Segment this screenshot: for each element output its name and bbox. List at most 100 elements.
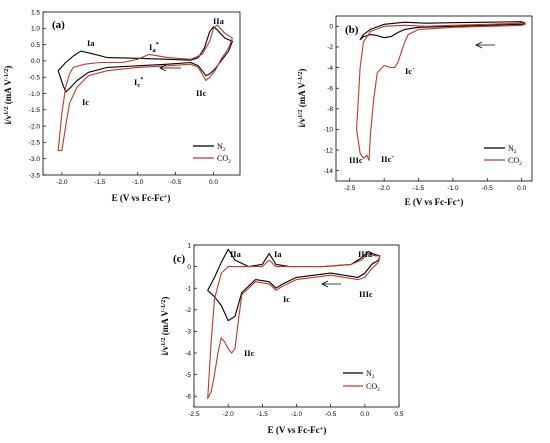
series-group xyxy=(57,24,233,152)
y-tick-label: 0.0 xyxy=(31,58,40,65)
x-tick-label: -2.5 xyxy=(344,185,356,192)
legend-label-n2: N2 xyxy=(508,144,517,155)
x-tick-label: 0.0 xyxy=(517,185,526,192)
y-axis-ticks: -6 -5 -4 -3 -2 -1 0 1 xyxy=(185,242,197,401)
chart-panel-a: -2.0 -1.5 -1.0 -0.5 0.0 -3.5 -3.0 -2.5 -2.0 -1.5… xyxy=(3,9,241,203)
scan-direction-arrow xyxy=(321,280,341,288)
y-tick-label: 0.5 xyxy=(31,42,40,49)
y-tick-label: -1.5 xyxy=(29,107,41,114)
y-tick-label: -10 xyxy=(324,127,334,134)
panel-label: (a) xyxy=(52,19,65,31)
series-line-n2 xyxy=(207,248,381,322)
y-tick-label: -14 xyxy=(324,168,334,175)
y-tick-label: 0 xyxy=(187,264,191,271)
annotation-iic-prime: IIc´ xyxy=(381,154,394,164)
y-tick-label: -2.5 xyxy=(29,140,41,147)
x-tick-label: -0.5 xyxy=(325,411,337,418)
series-line-co2 xyxy=(356,22,526,161)
annotation-iic: IIc xyxy=(244,348,255,358)
y-axis-ticks: -14 -12 -10 -8 -6 -4 -2 0 xyxy=(324,24,339,175)
annotation-ic: Ic xyxy=(283,294,290,304)
x-tick-label: -1.0 xyxy=(291,411,303,418)
y-tick-label: 1.5 xyxy=(31,9,40,16)
y-tick-label: -6 xyxy=(327,85,333,92)
y-tick-label: -2 xyxy=(185,307,191,314)
annotation-ic-prime: Ic´ xyxy=(405,66,415,76)
panel-label: (c) xyxy=(173,253,186,265)
y-tick-label: -3.0 xyxy=(29,156,41,163)
y-tick-label: -12 xyxy=(324,147,334,154)
panel-label: (b) xyxy=(345,24,359,36)
x-axis-label: E (V vs Fc-Fc+) xyxy=(405,197,464,208)
chart-panel-c: -2.5 -2.0 -1.5 -1.0 -0.5 0.0 0.5 -6 -5 -4 -3 -2 -1 0… xyxy=(160,242,404,435)
y-tick-label: -2 xyxy=(327,44,333,51)
plot-frame xyxy=(42,11,241,176)
x-axis-ticks: -2.5 -2.0 -1.5 -1.0 -0.5 0.0 0.5 xyxy=(188,404,404,418)
x-axis-ticks: -2.5 -2.0 -1.5 -1.0 -0.5 0.0 xyxy=(344,178,527,192)
annotation-iia: IIa xyxy=(230,249,242,259)
x-tick-label: -0.5 xyxy=(482,185,494,192)
annotation-iiic: IIIc xyxy=(349,155,363,165)
y-tick-label: -1.0 xyxy=(29,91,41,98)
y-tick-label: -6 xyxy=(185,394,191,401)
annotation-ia: Ia xyxy=(87,38,95,48)
y-axis-label: i/v1/2 (mA V-1/2) xyxy=(297,69,308,128)
annotation-iiic: IIIc xyxy=(359,289,373,299)
series-line-n2 xyxy=(359,21,526,41)
y-tick-label: -0.5 xyxy=(29,75,41,82)
x-tick-label: 0.5 xyxy=(394,411,403,418)
x-tick-label: -1.0 xyxy=(132,179,144,186)
legend: N2 CO2 xyxy=(343,369,380,393)
x-tick-label: -1.5 xyxy=(413,185,425,192)
annotation-ic: Ic xyxy=(82,97,89,107)
y-tick-label: -4 xyxy=(327,65,333,72)
x-tick-label: -2.0 xyxy=(223,411,235,418)
legend: N2 CO2 xyxy=(193,142,231,165)
series-line-n2 xyxy=(57,26,233,93)
annotation-iic: IIc xyxy=(196,88,207,98)
x-tick-label: -2.0 xyxy=(56,179,68,186)
scan-direction-arrow xyxy=(159,64,181,72)
series-line-co2 xyxy=(57,24,233,152)
x-tick-label: 0.0 xyxy=(360,411,369,418)
y-tick-label: -5 xyxy=(185,372,191,379)
x-tick-label: 0.0 xyxy=(209,179,218,186)
x-axis-label: E (V vs Fc-Fc+) xyxy=(112,193,171,204)
annotation-ia-star: Ia* xyxy=(149,41,159,54)
legend-label-n2: N2 xyxy=(217,142,226,153)
chart-panel-b: -2.5 -2.0 -1.5 -1.0 -0.5 0.0 -14-12-10-8-6-4-… xyxy=(297,15,533,208)
legend-label-co2: CO2 xyxy=(508,156,522,167)
y-axis-ticks: -3.5 -3.0 -2.5 -2.0 -1.5 -1.0 -0.5 0.0 0.5 1.0 1.5 xyxy=(29,9,46,179)
y-axis-label: i/v1/2 (mA V-1/2) xyxy=(3,66,14,125)
annotation-ia: Ia xyxy=(274,249,282,259)
annotation-iia: IIa xyxy=(213,16,225,26)
series-line-co2 xyxy=(207,253,381,399)
legend: N2 CO2 xyxy=(484,144,522,167)
y-tick-label: 1.0 xyxy=(31,26,40,33)
y-tick-label: -2.0 xyxy=(29,123,41,130)
y-tick-label: 0 xyxy=(329,24,333,31)
legend-label-co2: CO2 xyxy=(366,382,380,393)
y-tick-label: -4 xyxy=(185,350,191,357)
legend-label-co2: CO2 xyxy=(217,154,231,165)
y-axis-label: i/v1/2 (mA V-1/2) xyxy=(160,297,171,356)
x-tick-label: -0.5 xyxy=(170,179,182,186)
plot-frame xyxy=(335,15,533,182)
y-tick-label: 1 xyxy=(187,242,191,249)
annotation-ic-star: Ic* xyxy=(134,76,143,89)
x-tick-label: -1.5 xyxy=(94,179,106,186)
x-axis-ticks: -2.0 -1.5 -1.0 -0.5 0.0 xyxy=(56,172,218,186)
x-tick-label: -2.0 xyxy=(379,185,391,192)
y-tick-label: -1 xyxy=(185,286,191,293)
series-group xyxy=(356,21,526,161)
y-tick-label: -8 xyxy=(327,106,333,113)
x-tick-label: -1.5 xyxy=(257,411,269,418)
series-group xyxy=(207,248,381,399)
legend-label-n2: N2 xyxy=(366,369,375,380)
scan-direction-arrow xyxy=(475,41,495,49)
y-tick-label: -3 xyxy=(185,329,191,336)
y-tick-label: -3.5 xyxy=(29,172,41,179)
x-tick-label: -1.0 xyxy=(447,185,459,192)
annotation-iiia: IIIa xyxy=(358,249,373,259)
